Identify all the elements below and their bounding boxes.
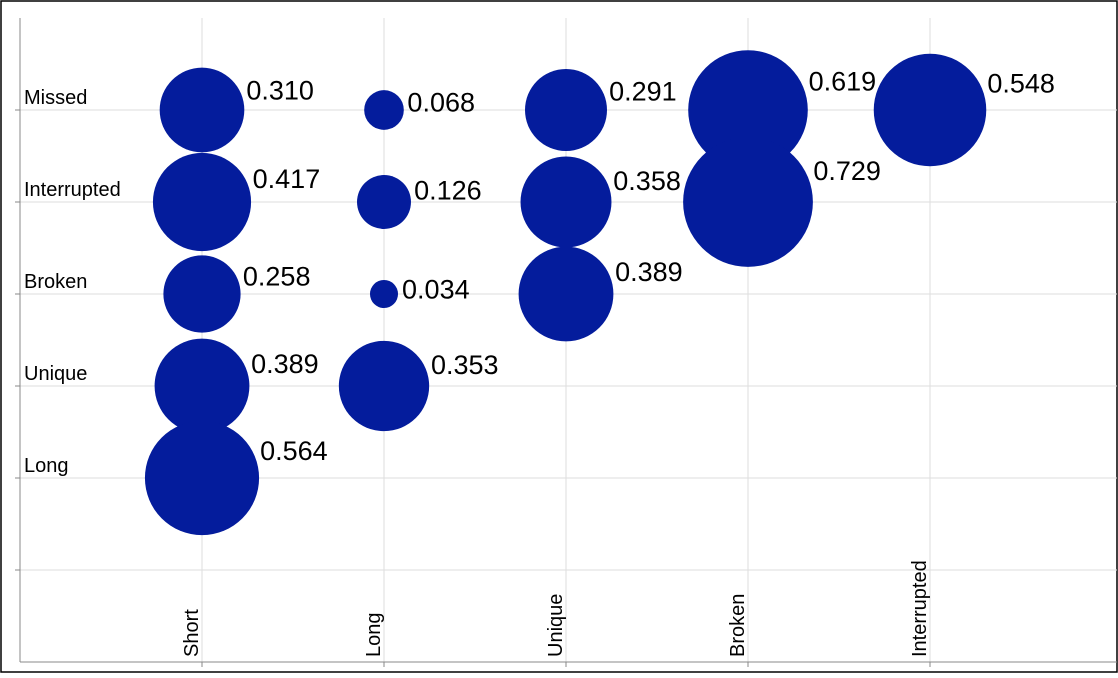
bubble-long-unique: [338, 340, 430, 432]
data-label-long-broken: 0.034: [402, 274, 470, 304]
bubble-broken-interrupted: [683, 137, 813, 267]
data-label-broken-interrupted: 0.729: [813, 156, 881, 186]
bubble-unique-broken: [518, 246, 614, 342]
y-tick-label-missed: Missed: [24, 87, 87, 109]
x-tick-label-short: Short: [181, 609, 203, 657]
y-tick-label-unique: Unique: [24, 363, 87, 385]
data-label-unique-missed: 0.291: [609, 76, 677, 106]
data-label-unique-broken: 0.389: [615, 257, 683, 287]
data-label-short-unique: 0.389: [251, 349, 319, 379]
axes: [15, 18, 1117, 667]
y-tick-label-broken: Broken: [24, 271, 87, 293]
x-tick-label-unique: Unique: [545, 594, 567, 657]
y-tick-labels: Long Unique Broken Interrupted Missed: [24, 87, 121, 477]
x-tick-label-interrupted: Interrupted: [909, 560, 931, 657]
data-label-long-unique: 0.353: [431, 350, 499, 380]
data-label-broken-missed: 0.619: [809, 67, 877, 97]
bubble-long-interrupted: [357, 175, 411, 229]
data-label-long-missed: 0.068: [407, 87, 475, 117]
data-label-interrupted-missed: 0.548: [987, 68, 1055, 98]
data-label-short-long: 0.564: [260, 436, 328, 466]
data-label-short-missed: 0.310: [246, 76, 314, 106]
data-label-short-broken: 0.258: [243, 262, 311, 292]
bubble-short-interrupted: [152, 152, 252, 252]
bubble-long-broken: [369, 279, 399, 309]
bubble-interrupted-missed: [873, 53, 987, 167]
bubbles: [144, 50, 987, 536]
y-tick-label-interrupted: Interrupted: [24, 179, 121, 201]
x-tick-label-broken: Broken: [727, 594, 749, 657]
bubble-unique-missed: [525, 69, 607, 151]
data-label-unique-interrupted: 0.358: [613, 166, 681, 196]
bubble-short-missed: [159, 67, 245, 153]
x-tick-label-long: Long: [363, 613, 385, 658]
y-tick-label-long: Long: [24, 455, 69, 477]
data-labels: 0.310 0.417 0.258 0.389 0.564 0.068 0.126 0.034…: [243, 67, 1055, 466]
bubble-short-long: [144, 420, 260, 536]
data-label-short-interrupted: 0.417: [253, 164, 321, 194]
data-label-long-interrupted: 0.126: [414, 176, 482, 206]
x-tick-labels: Short Long Unique Broken Interrupted: [181, 560, 931, 657]
bubble-long-missed: [364, 90, 404, 130]
bubble-broken-missed: [688, 50, 808, 170]
bubble-short-unique: [154, 338, 250, 434]
bubble-unique-interrupted: [520, 156, 612, 248]
bubble-short-broken: [163, 255, 241, 333]
